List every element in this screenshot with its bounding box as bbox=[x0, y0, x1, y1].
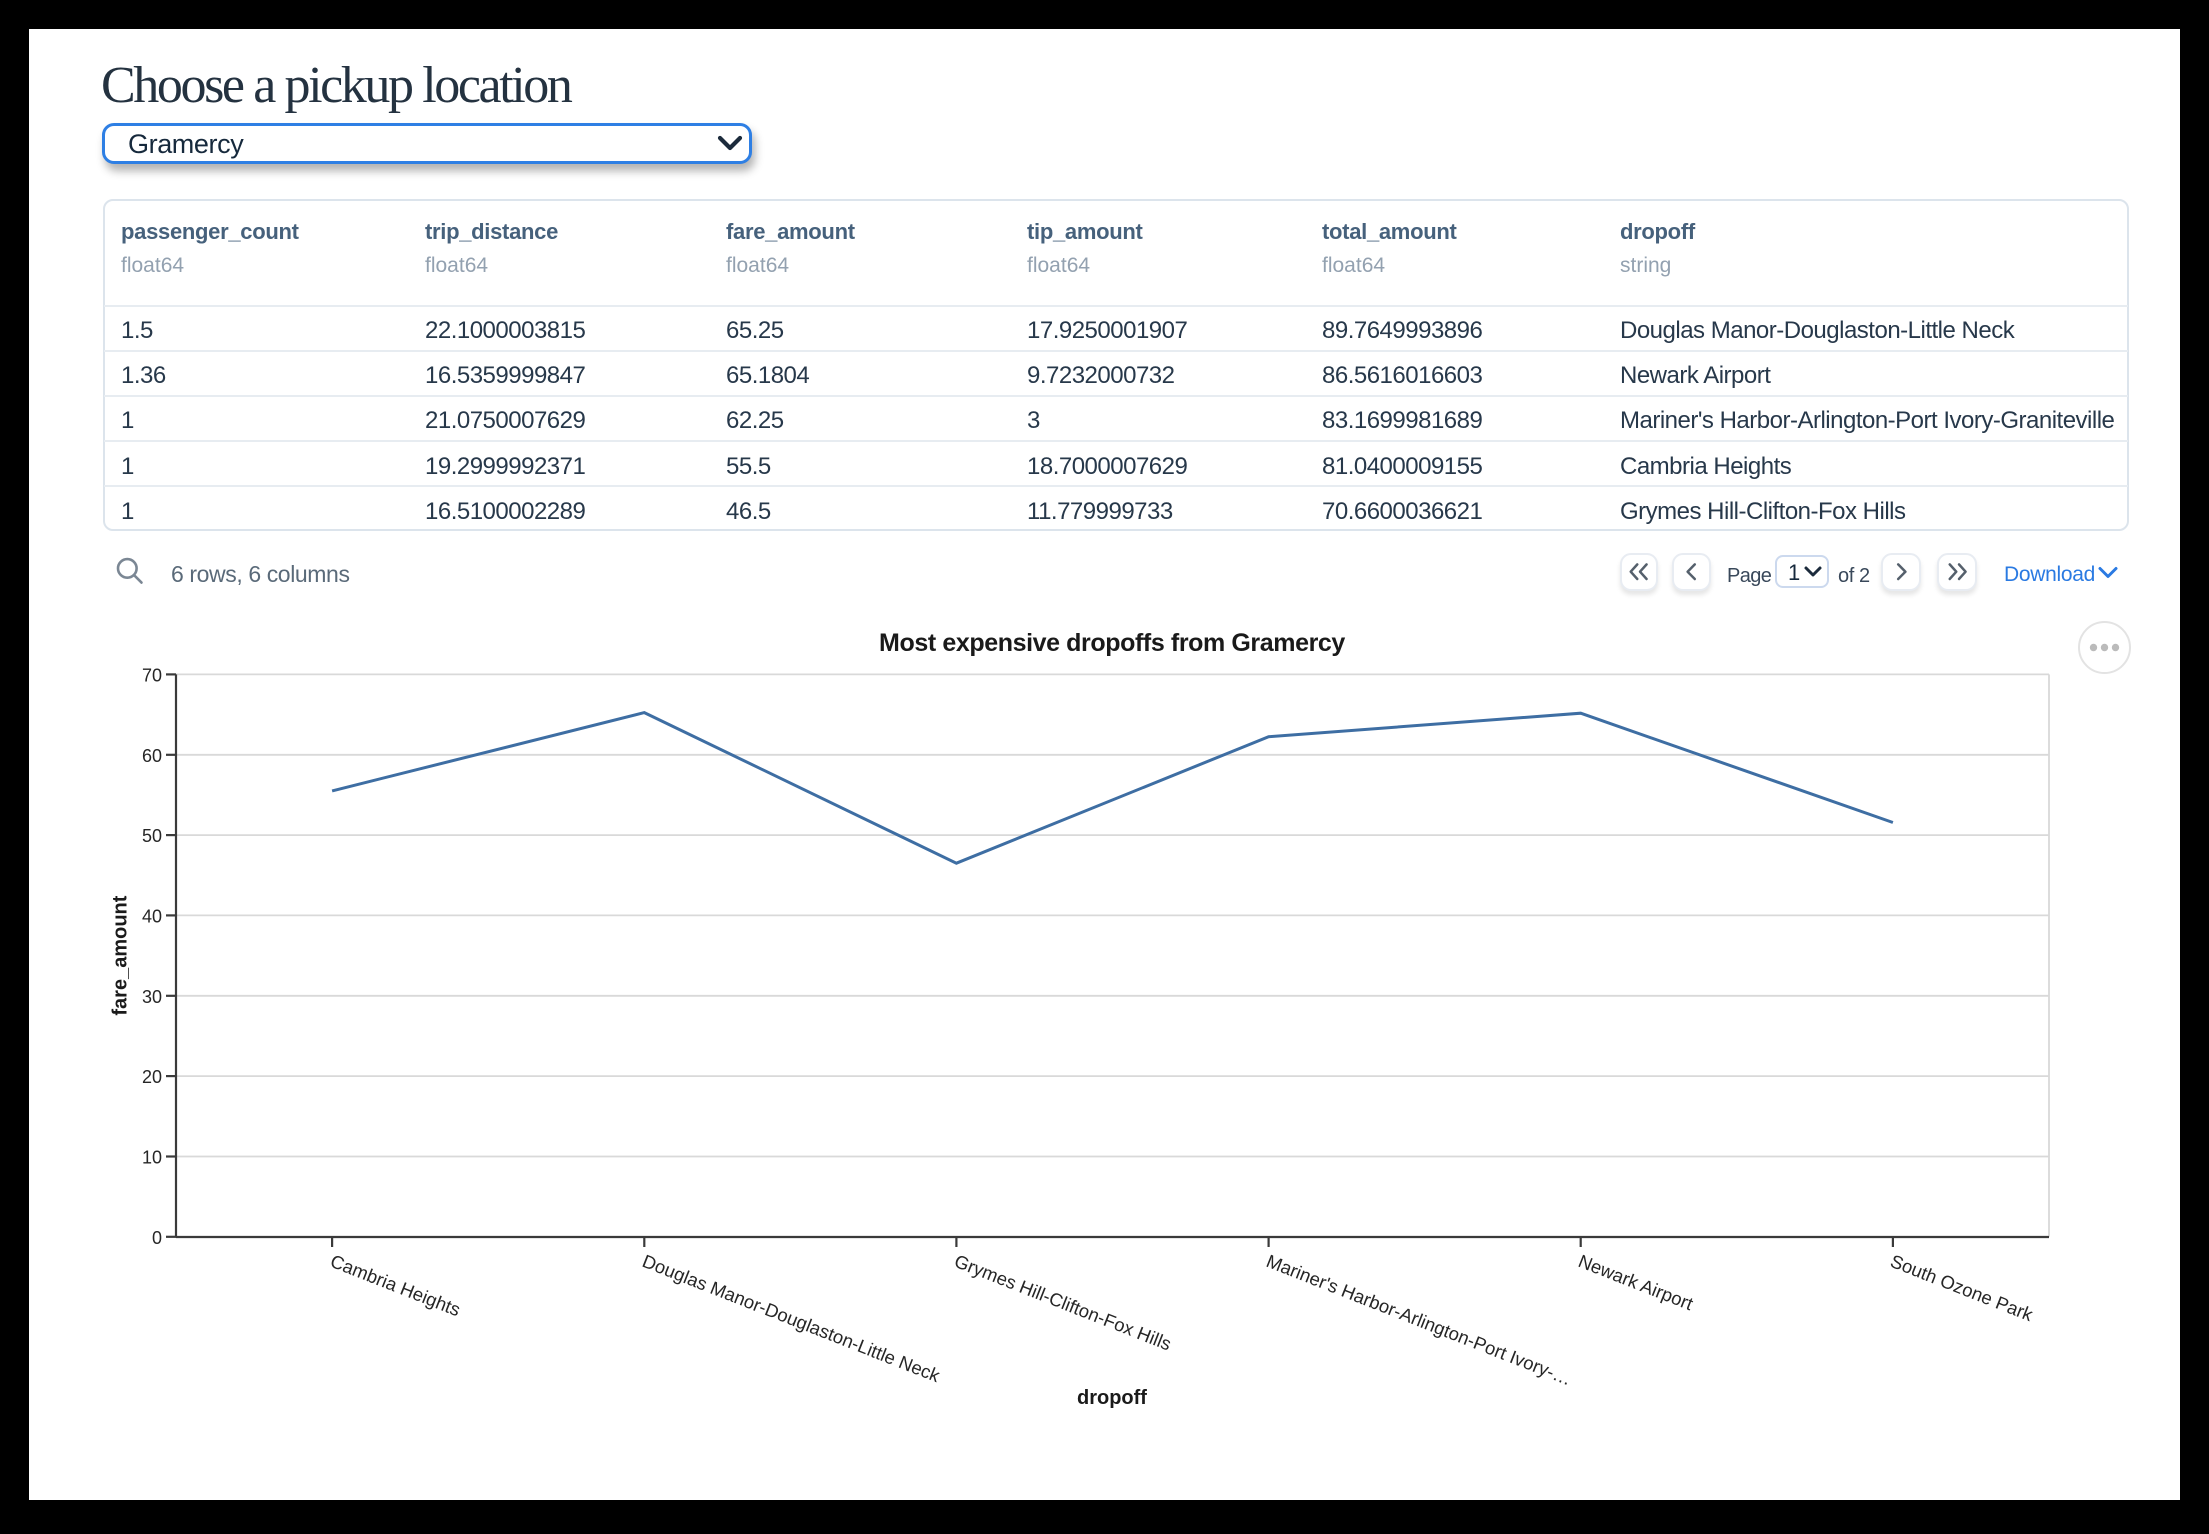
svg-text:10: 10 bbox=[142, 1148, 162, 1168]
svg-text:Most expensive dropoffs from G: Most expensive dropoffs from Gramercy bbox=[879, 629, 1345, 657]
svg-text:South Ozone Park: South Ozone Park bbox=[1888, 1250, 2037, 1325]
svg-text:Grymes Hill-Clifton-Fox Hills: Grymes Hill-Clifton-Fox Hills bbox=[952, 1250, 1175, 1354]
svg-text:Newark Airport: Newark Airport bbox=[1576, 1250, 1697, 1314]
svg-text:20: 20 bbox=[142, 1067, 162, 1087]
svg-text:40: 40 bbox=[142, 906, 162, 926]
svg-text:1: 1 bbox=[1788, 560, 1800, 585]
svg-text:fare_amount: fare_amount bbox=[110, 895, 132, 1015]
svg-text:dropoff: dropoff bbox=[1077, 1387, 1147, 1409]
svg-text:30: 30 bbox=[142, 987, 162, 1007]
svg-text:Douglas Manor-Douglaston-Littl: Douglas Manor-Douglaston-Little Neck bbox=[640, 1250, 944, 1386]
svg-text:Mariner's Harbor-Arlington-Por: Mariner's Harbor-Arlington-Port Ivory-… bbox=[1264, 1250, 1575, 1389]
svg-text:50: 50 bbox=[142, 826, 162, 846]
svg-text:0: 0 bbox=[152, 1228, 162, 1248]
svg-text:60: 60 bbox=[142, 746, 162, 766]
svg-text:Cambria Heights: Cambria Heights bbox=[328, 1250, 464, 1320]
svg-text:70: 70 bbox=[142, 665, 162, 685]
